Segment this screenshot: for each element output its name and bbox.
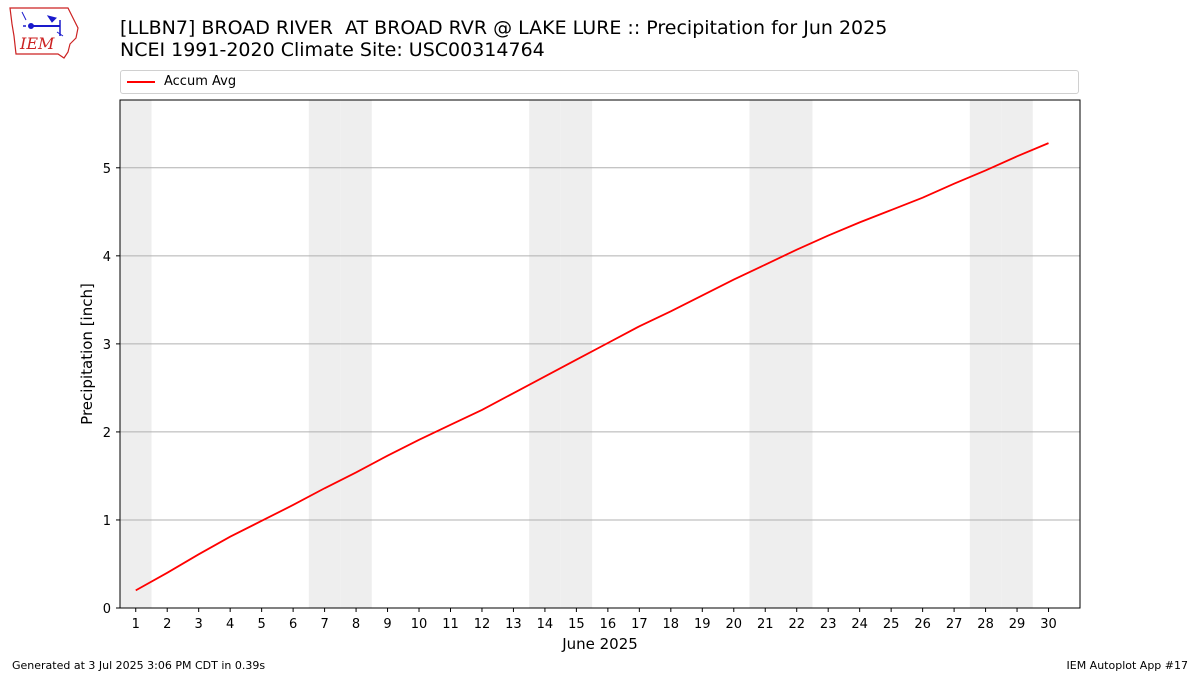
x-tick-label-21: 21 (757, 617, 774, 632)
plot-frame (119, 99, 1081, 609)
x-tick-label-28: 28 (977, 617, 994, 632)
x-tick-label-6: 6 (289, 617, 297, 632)
weekend-shade-day-21 (749, 100, 781, 608)
data-point-day-11 (449, 424, 451, 426)
x-tick-label-4: 4 (226, 617, 234, 632)
generated-timestamp: Generated at 3 Jul 2025 3:06 PM CDT in 0… (12, 659, 266, 672)
weekend-shade-day-1 (120, 100, 152, 608)
data-point-day-21 (764, 263, 766, 265)
series-line-accum-avg (135, 142, 1049, 592)
data-point-day-10 (418, 439, 420, 441)
x-tick-label-15: 15 (568, 617, 585, 632)
data-point-day-5 (260, 520, 262, 522)
x-tick-label-7: 7 (320, 617, 328, 632)
x-tick-label-23: 23 (820, 617, 837, 632)
weekend-shade-day-8 (340, 100, 372, 608)
x-tick-label-17: 17 (631, 617, 648, 632)
data-point-day-19 (701, 294, 703, 296)
x-tick-label-27: 27 (946, 617, 963, 632)
iem-logo: IEM (9, 7, 79, 59)
data-point-day-22 (796, 248, 798, 250)
legend-label-accum-avg: Accum Avg (164, 74, 237, 89)
x-tick-label-11: 11 (442, 617, 459, 632)
data-point-day-4 (229, 535, 231, 537)
data-point-day-8 (355, 471, 357, 473)
legend-swatch-accum-avg (127, 81, 155, 83)
x-tick-label-3: 3 (195, 617, 203, 632)
x-axis-label: June 2025 (561, 635, 638, 653)
data-point-day-16 (607, 342, 609, 344)
weekend-shade-day-28 (969, 100, 1002, 608)
x-tick-label-22: 22 (788, 617, 805, 632)
app-credit: IEM Autoplot App #17 (1066, 659, 1189, 672)
y-tick-label-0: 0 (103, 602, 111, 617)
x-tick-label-24: 24 (851, 617, 868, 632)
x-tick-label-29: 29 (1009, 617, 1026, 632)
x-tick-label-20: 20 (725, 617, 742, 632)
data-point-day-23 (827, 234, 829, 236)
data-point-day-1 (135, 589, 137, 591)
data-point-day-13 (512, 392, 514, 394)
y-tick-label-3: 3 (103, 338, 111, 353)
chart-title: [LLBN7] BROAD RIVER AT BROAD RVR @ LAKE … (120, 17, 888, 39)
y-tick-label-4: 4 (103, 250, 111, 265)
weekend-shade-day-14 (529, 100, 561, 608)
data-point-day-20 (733, 278, 735, 280)
data-point-day-9 (386, 454, 388, 456)
x-tick-label-25: 25 (883, 617, 900, 632)
data-point-day-2 (166, 572, 168, 574)
x-tick-label-10: 10 (411, 617, 428, 632)
data-point-day-14 (544, 375, 546, 377)
weekend-shade-day-29 (1001, 100, 1033, 608)
x-tick-label-18: 18 (663, 617, 680, 632)
x-tick-label-1: 1 (132, 617, 140, 632)
y-axis-label: Precipitation [inch] (78, 283, 96, 425)
weekend-shade-day-7 (308, 100, 341, 608)
data-point-day-3 (197, 553, 199, 555)
logo-text: IEM (19, 34, 55, 53)
x-tick-label-5: 5 (257, 617, 265, 632)
x-tick-label-9: 9 (383, 617, 391, 632)
x-tick-label-13: 13 (505, 617, 522, 632)
x-tick-label-16: 16 (600, 617, 617, 632)
x-tick-label-26: 26 (914, 617, 931, 632)
x-tick-label-14: 14 (537, 617, 554, 632)
data-point-day-27 (953, 182, 955, 184)
x-tick-label-19: 19 (694, 617, 711, 632)
data-point-day-15 (575, 359, 577, 361)
x-tick-label-8: 8 (352, 617, 360, 632)
data-point-day-18 (670, 310, 672, 312)
y-tick-label-1: 1 (103, 514, 111, 529)
y-tick-label-5: 5 (103, 162, 111, 177)
legend: Accum Avg (120, 70, 1079, 94)
data-point-day-28 (984, 169, 986, 171)
x-tick-label-30: 30 (1040, 617, 1057, 632)
data-point-day-24 (858, 221, 860, 223)
data-point-day-7 (323, 487, 325, 489)
data-point-day-12 (481, 409, 483, 411)
data-point-day-25 (890, 209, 892, 211)
weather-station-icon (21, 11, 64, 37)
y-tick-label-2: 2 (103, 426, 111, 441)
data-point-day-29 (1016, 155, 1018, 157)
data-point-day-6 (292, 504, 294, 506)
data-point-day-30 (1047, 142, 1049, 144)
chart-subtitle: NCEI 1991-2020 Climate Site: USC00314764 (120, 39, 545, 61)
data-point-day-17 (638, 325, 640, 327)
data-point-day-26 (921, 197, 923, 199)
weekend-shade-day-22 (780, 100, 813, 608)
x-tick-label-2: 2 (163, 617, 171, 632)
x-tick-label-12: 12 (474, 617, 491, 632)
logo-state-outline (9, 7, 79, 59)
